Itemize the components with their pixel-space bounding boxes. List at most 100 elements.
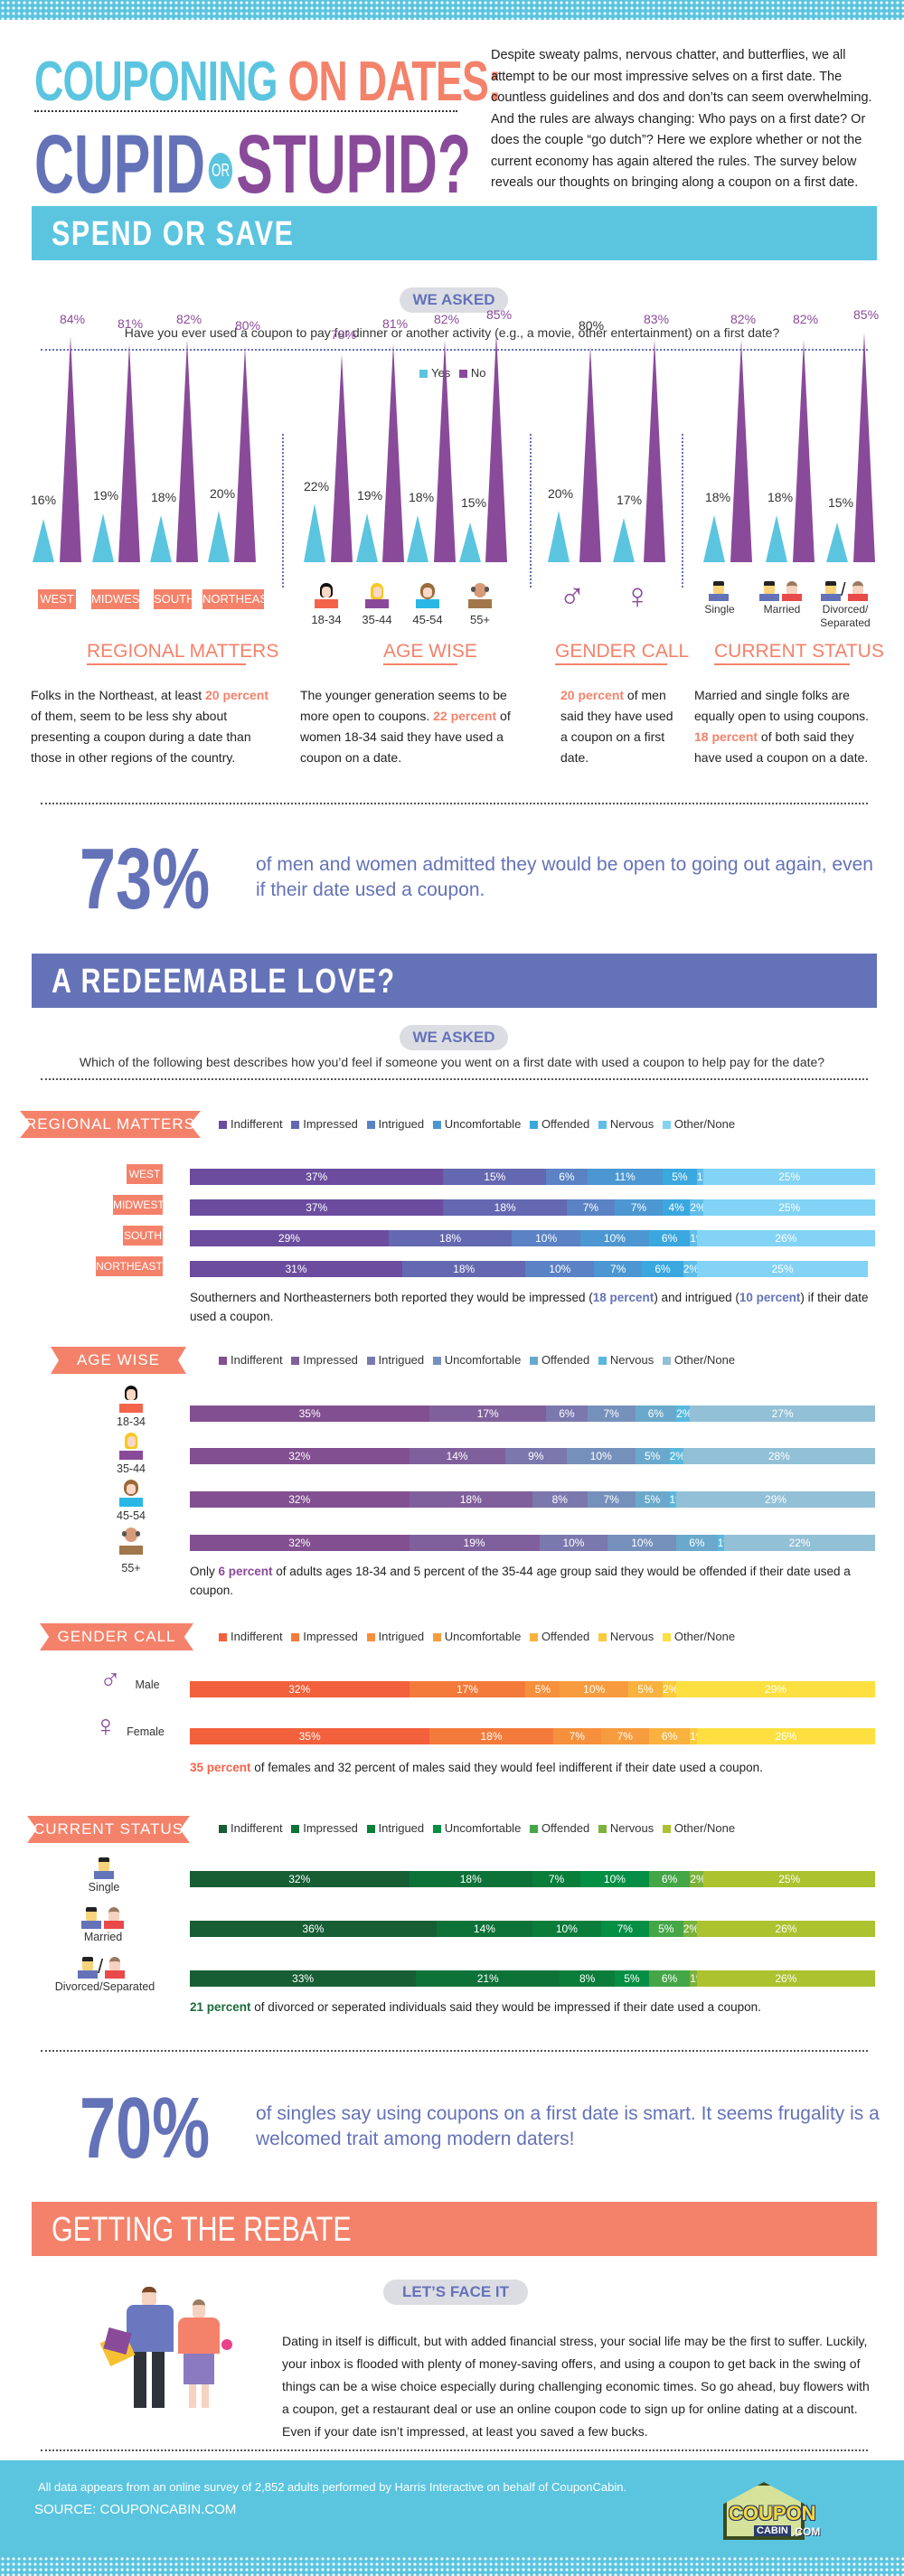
legend-regional: Indifferent Impressed Intrigued Uncomfor… (213, 1117, 735, 1131)
row-label-35-44: 35-44 (117, 1462, 146, 1475)
seg-impressed: 18% (429, 1728, 553, 1744)
divider-1 (41, 803, 868, 804)
seg-nervous: 1% (696, 1169, 704, 1185)
legend-impressed: Impressed (303, 1353, 358, 1367)
note-part: ) and intrigued ( (654, 1291, 739, 1304)
seg-intrigued: 10% (539, 1535, 608, 1551)
legend-impressed: Impressed (303, 1630, 358, 1643)
seg-nervous: 2% (662, 1681, 677, 1697)
seg-intrigued: 10% (525, 1261, 595, 1277)
stacked-bar-45-54: 32% 18% 8% 7% 5% 1% 29% (190, 1491, 875, 1508)
stat-73-number: 73% (80, 831, 211, 927)
logo-text-bottom: CABIN (754, 2525, 791, 2536)
bar-divorced-yes (826, 522, 848, 562)
seg-impressed: 21% (416, 1970, 560, 1987)
seg-other: 26% (696, 1970, 875, 1987)
label-55-plus: 55+ (469, 613, 491, 626)
label-45-54: 45-54 (412, 613, 443, 626)
stacked-bar-divorced: 33% 21% 8% 5% 6% 1% 26% (190, 1970, 875, 1987)
legend-intrigued: Intrigued (378, 1117, 425, 1131)
seg-intrigued: 8% (560, 1970, 615, 1987)
seg-indifferent: 32% (190, 1491, 410, 1508)
logo-text-top: COUPON (729, 2502, 816, 2524)
ribbon-gender-call: GENDER CALL (40, 1623, 193, 1650)
question-text: Have you ever used a coupon to pay for d… (124, 325, 780, 340)
face-icon-35-44 (119, 1433, 143, 1460)
status-text-post: of both said they have used a coupon on … (694, 729, 869, 765)
swatch-offended-icon (529, 1121, 538, 1130)
legend-nervous: Nervous (609, 1821, 654, 1835)
swatch-uncomfortable-icon (432, 1357, 441, 1366)
seg-intrigued: 7% (566, 1199, 615, 1216)
label-male-no: 80% (579, 318, 605, 333)
region-tag-west: WEST (38, 589, 76, 609)
seg-intrigued: 9% (504, 1448, 567, 1464)
seg-uncomfortable: 7% (614, 1199, 663, 1216)
gender-note: 35 percent of females and 32 percent of … (190, 1758, 877, 1777)
section-spend-or-save: SPEND OR SAVE (32, 206, 877, 260)
swatch-impressed-icon (291, 1633, 300, 1642)
bar-midwest-no (118, 343, 140, 562)
title-line-1: COUPONING ON DATES: (34, 50, 502, 114)
seg-intrigued: 7% (532, 1871, 581, 1887)
question-divider-2 (41, 1078, 868, 1080)
seg-other: 29% (676, 1491, 875, 1508)
couponcabin-logo[interactable]: COUPON CABIN .COM (714, 2480, 841, 2548)
swatch-indifferent-icon (219, 1825, 227, 1834)
seg-other: 25% (703, 1871, 875, 1887)
legend-indifferent: Indifferent (231, 1821, 283, 1835)
seg-nervous: 1% (690, 1728, 697, 1744)
row-tag-west: WEST (127, 1164, 163, 1184)
bar-18-34-no (331, 354, 353, 562)
seg-offended: 5% (648, 1921, 683, 1937)
age-text-post: of women 18-34 said they have used a cou… (300, 709, 511, 765)
stacked-bar-west: 37% 15% 6% 11% 5% 1% 25% (190, 1169, 875, 1185)
label-single: Single (704, 603, 735, 616)
legend-other: Other/None (673, 1821, 736, 1835)
row-tag-northeast: NORTHEAST (96, 1256, 163, 1276)
seg-offended: 6% (648, 1728, 691, 1744)
seg-uncomfortable: 7% (600, 1728, 649, 1744)
seg-nervous: 2% (683, 1921, 697, 1937)
bar-midwest-yes (92, 513, 114, 562)
age-text-highlight: 22 percent (433, 709, 497, 723)
note-part: Southerners and Northeasterners both rep… (190, 1291, 593, 1304)
region-tag-midwest: MIDWEST (91, 589, 146, 609)
footer: All data appears from an online survey o… (0, 2460, 904, 2556)
seg-other: 26% (696, 1728, 875, 1744)
row-label-female: Female (127, 1725, 165, 1738)
divorced-couple-icon: / (78, 1955, 125, 1979)
legend-uncomfortable: Uncomfortable (444, 1353, 522, 1367)
swatch-other-icon (662, 1357, 671, 1366)
seg-other: 25% (696, 1261, 869, 1277)
row-label-married: Married (83, 1931, 123, 1943)
male-symbol-icon: ♂ (99, 1663, 121, 1696)
seg-intrigued: 10% (512, 1230, 581, 1246)
seg-offended: 5% (635, 1448, 670, 1464)
seg-indifferent: 32% (190, 1871, 410, 1887)
label-married: Married (763, 603, 801, 616)
label-18-34-yes: 22% (304, 479, 330, 494)
seg-uncomfortable: 10% (580, 1230, 649, 1246)
label-single-no: 82% (730, 312, 757, 326)
intro-paragraph: Despite sweaty palms, nervous chatter, a… (491, 48, 872, 190)
label-single-yes: 18% (705, 490, 731, 504)
regional-note: Southerners and Northeasterners both rep… (190, 1288, 877, 1326)
swatch-indifferent-icon (219, 1121, 227, 1130)
status-note: 21 percent of divorced or seperated indi… (190, 1998, 877, 2017)
region-tag-northeast: NORTHEAST (202, 589, 275, 609)
swatch-uncomfortable-icon (432, 1121, 441, 1130)
seg-impressed: 17% (409, 1681, 526, 1697)
gender-summary: 20 percent of men said they have used a … (560, 685, 678, 768)
note-highlight: 6 percent (218, 1565, 273, 1578)
section-title: A REDEEMABLE LOVE? (52, 963, 396, 1001)
stacked-bar-northeast: 31% 18% 10% 7% 6% 2% 25% (190, 1261, 875, 1277)
regional-text-highlight: 20 percent (204, 688, 269, 702)
heading-current-status: CURRENT STATUS (714, 640, 884, 665)
swatch-other-icon (662, 1825, 671, 1834)
row-label-divorced: Divorced/Separated (54, 1980, 155, 1993)
note-part: of females and 32 percent of males said … (250, 1761, 763, 1774)
label-divorced-yes: 15% (828, 495, 854, 510)
label-south-no: 82% (176, 312, 202, 326)
seg-nervous: 1% (690, 1230, 697, 1246)
